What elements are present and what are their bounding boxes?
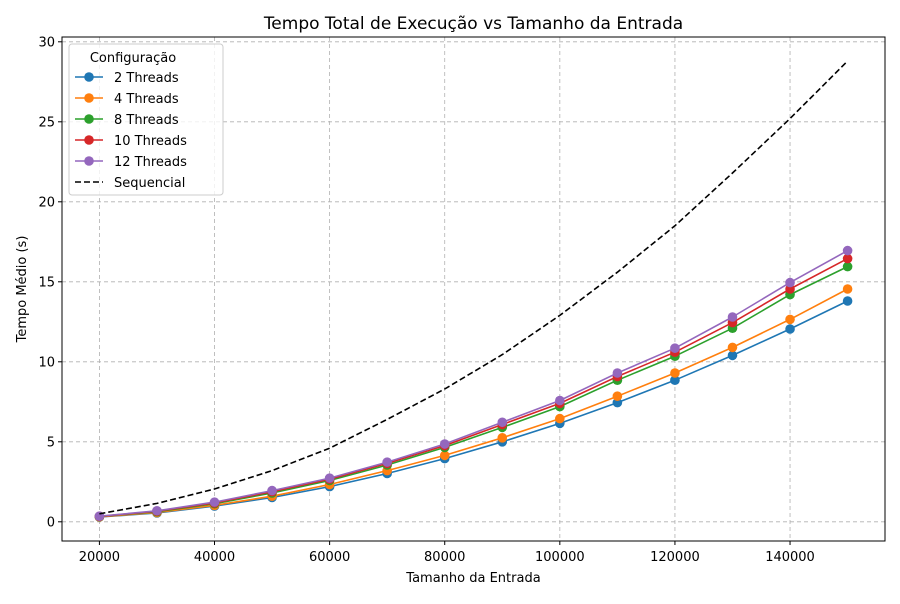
series-line bbox=[99, 60, 849, 515]
series-8-threads bbox=[94, 261, 853, 522]
legend-label: 2 Threads bbox=[114, 71, 179, 86]
series-12-threads bbox=[94, 245, 853, 521]
data-point bbox=[842, 296, 853, 306]
data-point bbox=[727, 312, 738, 322]
series-line bbox=[99, 300, 848, 518]
data-point bbox=[785, 314, 795, 325]
series-sequencial bbox=[99, 60, 849, 515]
data-point bbox=[670, 368, 680, 378]
data-point bbox=[670, 375, 680, 386]
legend-box bbox=[68, 43, 224, 196]
legend-item: 10 Threads bbox=[75, 134, 187, 149]
x-tick-label: 100000 bbox=[535, 550, 585, 565]
legend-label: Sequencial bbox=[114, 176, 185, 191]
data-point bbox=[785, 324, 795, 334]
data-point bbox=[612, 391, 623, 402]
legend-marker bbox=[84, 72, 94, 82]
data-point bbox=[439, 450, 450, 461]
legend-label: 8 Threads bbox=[114, 113, 179, 128]
legend-marker bbox=[84, 114, 94, 124]
data-point bbox=[497, 417, 508, 428]
data-point bbox=[555, 395, 565, 406]
x-tick-label: 140000 bbox=[765, 550, 815, 565]
series-line bbox=[99, 288, 848, 518]
x-tick-label: 60000 bbox=[309, 550, 350, 565]
data-point bbox=[267, 485, 277, 496]
series-10-threads bbox=[94, 253, 853, 522]
legend-item: 8 Threads bbox=[75, 113, 179, 128]
data-point bbox=[842, 245, 853, 256]
series-group bbox=[94, 60, 853, 522]
data-point bbox=[555, 413, 565, 424]
legend-marker bbox=[84, 135, 94, 145]
plot-frame bbox=[61, 36, 886, 542]
data-point bbox=[842, 261, 853, 272]
legend-marker bbox=[84, 93, 94, 103]
legend-items: 2 Threads 4 Threads 8 Threads 10 Threads 12 … bbox=[75, 71, 187, 191]
axis-ticks: 20000 40000 60000 80000 100000 120000 140000 0 5… bbox=[38, 35, 814, 565]
legend-marker bbox=[84, 156, 94, 166]
data-point bbox=[785, 277, 795, 288]
x-tick-label: 120000 bbox=[650, 550, 700, 565]
x-tick-label: 40000 bbox=[194, 550, 235, 565]
series-2-threads bbox=[94, 296, 853, 522]
y-axis-label: Tempo Médio (s) bbox=[15, 236, 30, 344]
legend-title: Configuração bbox=[90, 51, 176, 66]
data-point bbox=[382, 457, 392, 467]
x-tick-label: 20000 bbox=[79, 550, 120, 565]
y-tick-label: 10 bbox=[38, 355, 55, 370]
y-tick-label: 25 bbox=[38, 115, 55, 130]
data-point bbox=[842, 253, 853, 264]
legend-label: 10 Threads bbox=[114, 134, 187, 149]
legend-item: 2 Threads bbox=[75, 71, 179, 86]
data-point bbox=[612, 368, 623, 378]
series-line bbox=[99, 249, 848, 517]
y-tick-label: 0 bbox=[47, 515, 55, 530]
data-point bbox=[670, 343, 680, 354]
legend-item: 12 Threads bbox=[75, 155, 187, 170]
data-point bbox=[209, 497, 220, 507]
data-point bbox=[727, 350, 738, 361]
data-point bbox=[497, 433, 508, 443]
x-axis-label: Tamanho da Entrada bbox=[405, 571, 540, 586]
series-line bbox=[99, 265, 848, 518]
chart-title: Tempo Total de Execução vs Tamanho da En… bbox=[263, 14, 683, 34]
y-tick-label: 15 bbox=[38, 275, 55, 290]
y-tick-label: 30 bbox=[38, 35, 55, 50]
data-point bbox=[152, 505, 162, 516]
series-line bbox=[99, 257, 848, 518]
legend: Configuração 2 Threads 4 Threads 8 Threads… bbox=[68, 43, 224, 196]
data-point bbox=[727, 342, 738, 353]
x-tick-label: 80000 bbox=[424, 550, 465, 565]
legend-label: 12 Threads bbox=[114, 155, 187, 170]
y-tick-label: 5 bbox=[47, 435, 55, 450]
data-point bbox=[324, 473, 335, 483]
legend-item: 4 Threads bbox=[75, 92, 179, 107]
data-point bbox=[439, 439, 450, 449]
legend-item: Sequencial bbox=[75, 176, 185, 191]
y-tick-label: 20 bbox=[38, 195, 55, 210]
legend-label: 4 Threads bbox=[114, 92, 179, 107]
data-point bbox=[842, 284, 853, 294]
